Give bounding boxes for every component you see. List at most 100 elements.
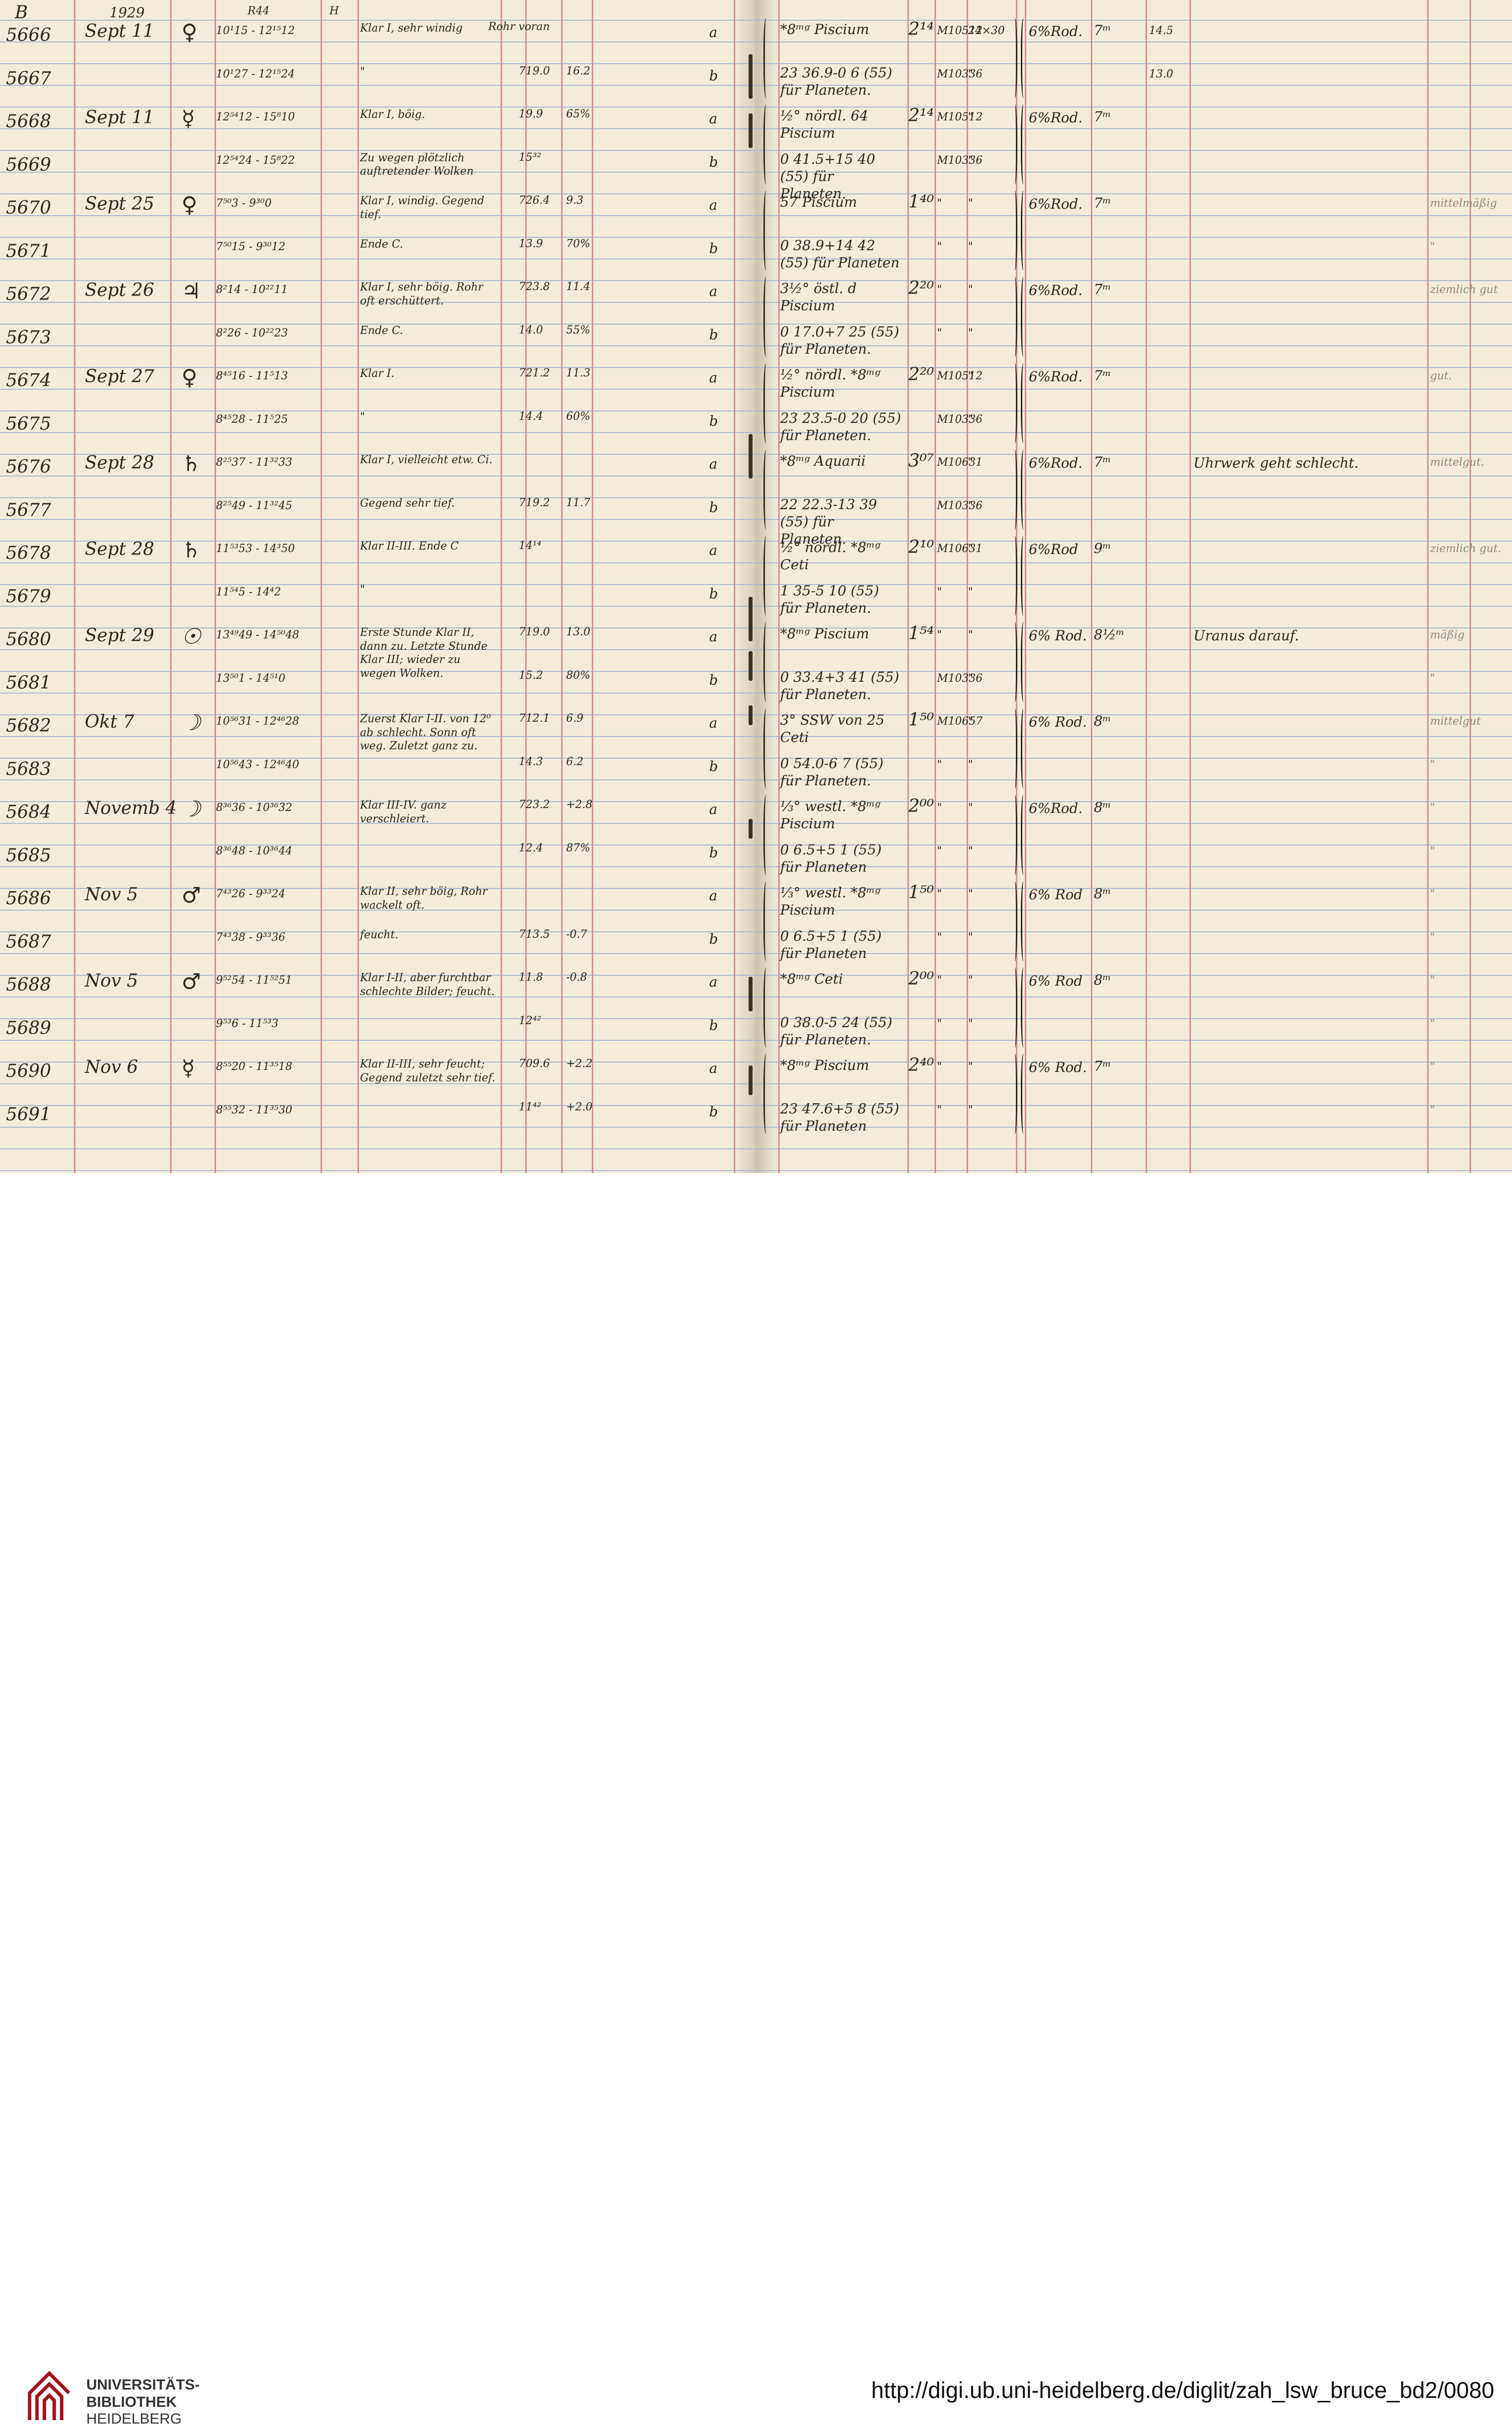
exposure-minutes: 7ᵐ: [1094, 368, 1111, 384]
plate-size: ": [968, 284, 973, 296]
target-object: *8ᵐᵍ Ceti: [780, 971, 843, 987]
barometer: 14¹⁴: [519, 540, 541, 552]
ruled-line: [0, 606, 1512, 607]
exposure-minutes: 7ᵐ: [1094, 281, 1111, 297]
exposure-time: 7⁵⁰3 - 9³⁰0: [216, 197, 272, 210]
brace-right: [1011, 449, 1017, 530]
filter: 6%Rod.: [1029, 196, 1083, 212]
ruled-line: [0, 693, 1512, 694]
exposure-time: 8⁴⁵16 - 11⁵13: [216, 370, 288, 382]
target-object: 0 38.0-5 24 (55) für Planeten.: [780, 1014, 893, 1048]
plate-size: ": [968, 802, 973, 814]
column-line: [321, 0, 322, 1173]
brace-left: [1021, 536, 1027, 616]
binding-stitch: [749, 597, 753, 641]
plate-number: ": [937, 1104, 942, 1116]
note: Uranus darauf.: [1193, 627, 1299, 644]
plate-size: ": [968, 974, 973, 987]
plate-size: ": [968, 758, 973, 771]
ledger-page: B 1929 R44 H Rohr voran 5666 Sept 11 ♀ 10¹1…: [0, 0, 1512, 1173]
exposure-time: 13⁴⁹49 - 14⁵⁰48: [216, 629, 299, 641]
temperature: -0.8: [566, 971, 587, 984]
barometer: 11.8: [519, 971, 543, 984]
plate-number: M10512: [937, 25, 983, 37]
image-quality: ": [1430, 758, 1436, 771]
exposure-time: 8³⁶36 - 10³⁶32: [216, 802, 292, 814]
exposure-minutes: 7ᵐ: [1094, 195, 1111, 211]
entry-number: 5684: [6, 802, 51, 822]
weather-remark: ": [360, 410, 365, 423]
magnitude: 1⁴⁰: [908, 192, 934, 212]
brace-left: [763, 277, 770, 357]
magnitude: 1⁵⁴: [908, 624, 934, 644]
binding-stitch: [749, 705, 753, 725]
plate-size: ": [968, 543, 973, 555]
magnitude: 2²⁰: [908, 278, 934, 298]
barometer: 719.0: [519, 65, 550, 77]
plate-number: ": [937, 586, 942, 598]
image-quality: ": [1430, 845, 1436, 857]
note: Uhrwerk geht schlecht.: [1193, 455, 1359, 471]
exposure-time: 9⁵²54 - 11⁵²51: [216, 974, 292, 987]
ruled-line: [0, 931, 1512, 932]
weather-remark: Klar I.: [360, 368, 395, 380]
header-col-r: R44: [248, 5, 270, 17]
exposure-time: 8⁴⁵28 - 11⁵25: [216, 413, 288, 426]
plate-size: ": [968, 499, 973, 512]
plate-ab: b: [709, 758, 718, 774]
target-object: 57 Piscium: [780, 194, 857, 210]
column-line: [592, 0, 593, 1173]
brace-right: [1011, 363, 1017, 443]
ruled-line: [0, 302, 1512, 303]
temperature: 65%: [566, 108, 590, 120]
book-gutter: [734, 0, 778, 1173]
source-url[interactable]: http://digi.ub.uni-heidelberg.de/diglit/…: [871, 2377, 1494, 2403]
temperature: 13.0: [566, 626, 590, 638]
ruled-line: [0, 519, 1512, 520]
ruled-line: [0, 541, 1512, 542]
weather-remark: Gegend sehr tief.: [360, 497, 455, 510]
ruled-line: [0, 910, 1512, 911]
ruled-line: [0, 85, 1512, 86]
brace-left: [1021, 104, 1027, 184]
library-name-line3: HEIDELBERG: [86, 2411, 182, 2427]
magnitude: 2⁴⁰: [908, 1055, 934, 1075]
barometer: 15.2: [519, 669, 543, 682]
image-quality: ": [1430, 931, 1436, 944]
entry-number: 5683: [6, 759, 51, 779]
exposure-time: 11⁵³53 - 14³50: [216, 543, 295, 555]
brace-left: [763, 1054, 770, 1134]
weather-remark: feucht.: [360, 928, 398, 941]
magnitude: 2²⁰: [908, 365, 934, 385]
brace-right: [1011, 536, 1017, 616]
binding-stitch: [749, 113, 753, 148]
image-quality: ": [1430, 974, 1436, 987]
planet-symbol: ♂: [181, 883, 201, 908]
plate-size: ": [968, 931, 973, 944]
barometer: 709.6: [519, 1058, 550, 1070]
plate-ab: b: [709, 671, 718, 688]
target-object: 23 23.5-0 20 (55) für Planeten.: [780, 409, 901, 443]
ruled-line: [0, 454, 1512, 455]
entry-number: 5669: [6, 154, 51, 175]
target-object: ⅓° westl. *8ᵐᵍ Piscium: [780, 884, 881, 918]
header-letter: B: [15, 2, 28, 23]
plate-number: M10631: [937, 456, 983, 469]
entry-date: Nov 5: [85, 971, 138, 991]
filter: 6% Rod: [1029, 886, 1083, 903]
ruled-line: [0, 367, 1512, 368]
temperature: 11.4: [566, 281, 590, 293]
entry-date: Nov 5: [85, 884, 138, 905]
planet-symbol: ☿: [181, 106, 195, 131]
image-quality: mittelgut.: [1430, 456, 1484, 469]
ruled-line: [0, 953, 1512, 954]
image-quality: ": [1430, 1017, 1436, 1030]
exposure-time: 8⁵⁵32 - 11³⁵30: [216, 1104, 292, 1116]
plate-number: ": [937, 888, 942, 900]
plate-size: ": [968, 845, 973, 857]
binding-stitch: [749, 1066, 753, 1095]
temperature: +2.0: [566, 1101, 593, 1113]
exposure-time: 12⁵⁴12 - 15⁸10: [216, 111, 295, 123]
entry-number: 5680: [6, 629, 51, 650]
ruled-line: [0, 432, 1512, 433]
